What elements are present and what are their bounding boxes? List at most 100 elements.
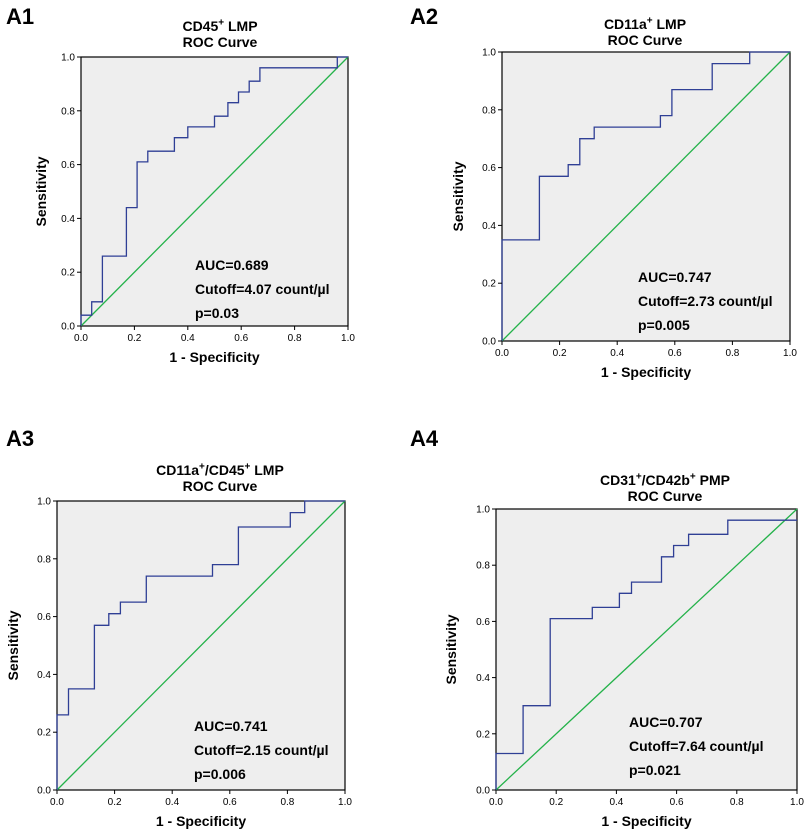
annotation-a3: AUC=0.741	[194, 718, 268, 734]
title-a2-prefix: CD11a	[603, 16, 647, 32]
y-tick-label-a4: 0.0	[476, 786, 490, 797]
title-a2-sup: +	[646, 15, 653, 27]
y-tick-label-a3: 0.2	[37, 728, 51, 739]
reference-line-a2	[501, 51, 791, 342]
x-tick-label-a1: 1.0	[341, 333, 355, 344]
y-tick-label-a4: 1.0	[476, 505, 490, 516]
roc-curve-a1	[80, 56, 348, 326]
y-axis-label-a3: Sensitivity	[5, 610, 21, 680]
x-tick-label-a4: 1.0	[790, 797, 804, 808]
annotation-a1: Cutoff=4.07 count/µl	[195, 281, 329, 297]
y-axis-label-a2: Sensitivity	[450, 161, 466, 231]
x-tick-label-a2: 0.4	[610, 348, 624, 359]
x-tick-label-a1: 0.6	[234, 333, 248, 344]
title-a4-line2: ROC Curve	[627, 488, 703, 504]
title-a3-prefix: CD11a	[156, 462, 199, 478]
annotation-a4: p=0.021	[629, 762, 681, 778]
y-tick-label-a1: 0.4	[61, 214, 75, 225]
annotation-a2: AUC=0.747	[638, 269, 712, 285]
y-tick-label-a2: 0.6	[482, 163, 496, 174]
panel-label-a1: A1	[6, 4, 35, 29]
chart-title-a4: CD31+/CD42b+ PMP ROC Curve	[550, 472, 780, 504]
roc-curve-a4	[495, 519, 797, 790]
title-a4-sup2: +	[689, 471, 696, 483]
y-tick-label-a1: 1.0	[61, 53, 75, 64]
x-tick-label-a2: 1.0	[783, 348, 797, 359]
title-a4-sup: +	[635, 471, 642, 483]
y-tick-label-a4: 0.8	[476, 561, 490, 572]
y-tick-label-a2: 0.2	[482, 279, 496, 290]
y-tick-label-a2: 0.0	[482, 337, 496, 348]
reference-line-a3	[56, 500, 346, 791]
y-tick-label-a1: 0.2	[61, 268, 75, 279]
annotation-a3: Cutoff=2.15 count/µl	[194, 742, 328, 758]
x-tick-label-a2: 0.6	[668, 348, 682, 359]
x-tick-label-a3: 1.0	[338, 797, 352, 808]
x-tick-label-a4: 0.0	[489, 797, 503, 808]
panel-label-a3: A3	[6, 426, 35, 451]
title-a3-sup2: +	[244, 461, 251, 473]
roc-curve-a2	[501, 51, 790, 341]
title-a3-sup: +	[198, 461, 205, 473]
annotation-a3: p=0.006	[194, 766, 246, 782]
y-tick-label-a1: 0.6	[61, 160, 75, 171]
y-tick-label-a2: 1.0	[482, 48, 496, 59]
x-tick-label-a2: 0.0	[495, 348, 509, 359]
x-tick-label-a4: 0.6	[670, 797, 684, 808]
title-a2-line2: ROC Curve	[607, 32, 683, 48]
x-tick-label-a2: 0.2	[553, 348, 567, 359]
y-tick-label-a3: 1.0	[37, 497, 51, 508]
y-tick-label-a4: 0.6	[476, 617, 490, 628]
title-a3-suffix: LMP	[250, 462, 284, 478]
x-tick-label-a4: 0.8	[730, 797, 744, 808]
title-a3-mid: /CD45	[204, 462, 245, 478]
chart-a2: 0.0 0.2 0.4 0.6 0.8 1.0 0.0 0.2 0.4 0.6 0.8 1.0 1 - …	[450, 48, 797, 381]
title-a2-suffix: LMP	[652, 16, 687, 32]
y-tick-label-a3: 0.6	[37, 612, 51, 623]
title-a1-prefix: CD45	[182, 18, 219, 34]
x-axis-label-a3: 1 - Specificity	[156, 813, 246, 829]
y-axis-label-a4: Sensitivity	[443, 614, 459, 684]
annotation-a2: Cutoff=2.73 count/µl	[638, 293, 772, 309]
x-axis-label-a4: 1 - Specificity	[601, 813, 691, 829]
y-tick-label-a2: 0.8	[482, 105, 496, 116]
chart-a4: 0.0 0.2 0.4 0.6 0.8 1.0 0.0 0.2 0.4 0.6 0.8 1.0 1 - …	[443, 505, 804, 830]
panel-label-a2: A2	[410, 4, 439, 29]
x-tick-label-a1: 0.4	[181, 333, 195, 344]
x-tick-label-a3: 0.8	[280, 797, 294, 808]
reference-line-a1	[80, 56, 349, 327]
x-tick-label-a1: 0.8	[288, 333, 302, 344]
y-tick-label-a4: 0.4	[476, 673, 490, 684]
x-axis-label-a2: 1 - Specificity	[601, 364, 691, 380]
x-tick-label-a3: 0.6	[223, 797, 237, 808]
y-tick-label-a1: 0.0	[61, 322, 75, 333]
y-tick-label-a2: 0.4	[482, 221, 496, 232]
annotation-a1: p=0.03	[195, 305, 239, 321]
x-tick-label-a4: 0.2	[549, 797, 563, 808]
title-a3-line2: ROC Curve	[182, 478, 258, 494]
title-a4-mid: /CD42b	[641, 472, 690, 488]
annotation-a2: p=0.005	[638, 317, 690, 333]
panel-label-a4: A4	[410, 426, 439, 451]
title-a4-suffix: PMP	[695, 472, 730, 488]
chart-title-a2: CD11a+ LMP ROC Curve	[555, 16, 735, 48]
title-a1-sup: +	[218, 17, 225, 29]
reference-line-a4	[495, 508, 798, 791]
roc-curve-a3	[56, 500, 345, 790]
y-tick-label-a4: 0.2	[476, 729, 490, 740]
x-tick-label-a1: 0.0	[74, 333, 88, 344]
x-tick-label-a4: 0.4	[609, 797, 623, 808]
x-tick-label-a3: 0.0	[50, 797, 64, 808]
title-a1-line2: ROC Curve	[182, 34, 258, 50]
annotation-a4: AUC=0.707	[629, 714, 703, 730]
x-tick-label-a1: 0.2	[127, 333, 141, 344]
y-axis-label-a1: Sensitivity	[33, 156, 49, 226]
title-a4-prefix: CD31	[600, 472, 636, 488]
y-tick-label-a1: 0.8	[61, 106, 75, 117]
x-tick-label-a2: 0.8	[725, 348, 739, 359]
chart-title-a1: CD45+ LMP ROC Curve	[130, 18, 310, 50]
chart-title-a3: CD11a+/CD45+ LMP ROC Curve	[110, 462, 330, 494]
chart-a3: 0.0 0.2 0.4 0.6 0.8 1.0 0.0 0.2 0.4 0.6 0.8 1.0 1 - …	[5, 497, 352, 830]
y-tick-label-a3: 0.8	[37, 554, 51, 565]
